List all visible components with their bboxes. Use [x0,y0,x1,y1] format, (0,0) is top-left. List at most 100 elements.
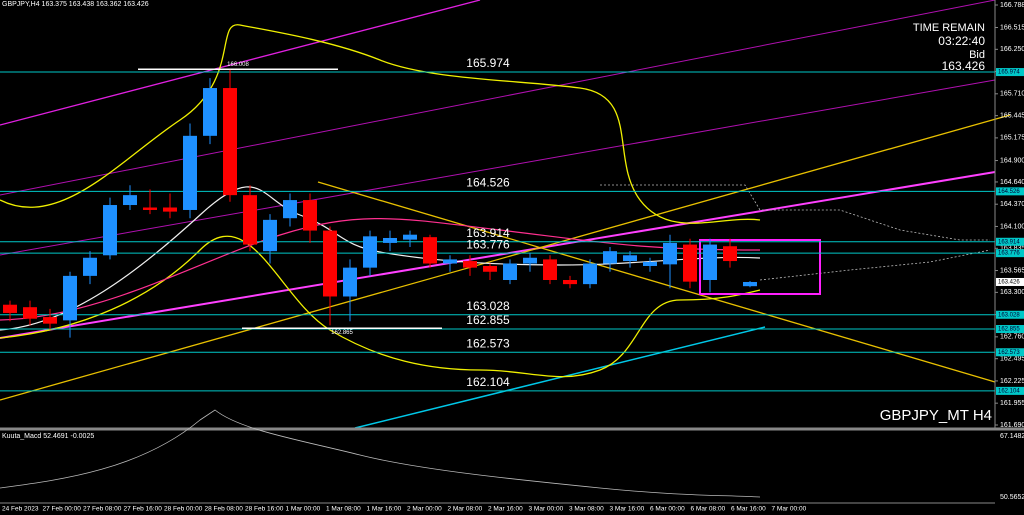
x-tick-label: 6 Mar 00:00 [650,506,685,513]
level-axis-label: 164.526 [998,189,1020,195]
ma-line [354,326,766,429]
x-tick-label: 28 Feb 08:00 [205,506,244,513]
indicator-top: 67.1482 [1000,433,1024,440]
x-tick-label: 3 Mar 00:00 [529,506,564,513]
band-lower [0,235,761,378]
x-tick-label: 1 Mar 16:00 [367,506,402,513]
y-tick-label: 163.300 [1000,289,1024,296]
x-tick-label: 3 Mar 08:00 [569,506,604,513]
level-axis-label: 165.974 [998,70,1020,76]
trend-line [317,181,996,383]
y-tick-label: 162.225 [1000,378,1024,385]
candle-body [323,230,337,297]
x-tick-label: 24 Feb 2023 [2,506,39,513]
level-axis-box [996,249,1024,258]
candle-body [223,88,237,196]
level-axis-box [996,187,1024,196]
level-axis-label: 163.914 [998,239,1020,245]
candle-body [403,234,417,240]
x-tick-label: 6 Mar 08:00 [691,506,726,513]
candle-body [443,259,457,264]
bid-label: Bid [969,49,985,61]
bid-axis-label: 163.426 [998,280,1020,286]
indicator-name: Kuuta_Macd 52.4691 -0.0025 [2,433,94,440]
level-label: 162.573 [466,336,510,350]
candle-body [143,207,157,210]
x-tick-label: 1 Mar 08:00 [326,506,361,513]
candle-body [643,261,657,266]
candle-body [423,237,437,264]
level-label: 162.104 [466,375,510,389]
bid-axis-box [996,277,1024,286]
level-axis-label: 162.104 [998,388,1020,394]
x-tick-label: 27 Feb 00:00 [43,506,82,513]
x-tick-label: 27 Feb 08:00 [83,506,122,513]
candle-body [623,255,637,262]
channel-line [0,79,996,256]
header: GBPJPY,H4 163.375 163.438 163.362 163.42… [2,1,149,8]
x-tick-label: 6 Mar 16:00 [731,506,766,513]
ma-pink [0,218,761,321]
level-label: 164.526 [466,176,510,190]
y-tick-label: 166.515 [1000,24,1024,31]
time-remain: 03:22:40 [938,34,985,48]
candle-body [263,219,277,252]
candle-body [23,307,37,319]
candle-body [363,236,377,268]
y-tick-label: 164.900 [1000,157,1024,164]
candle-body [163,207,177,212]
highlight-box [699,239,821,295]
candle-body [183,135,197,210]
x-tick-label: 2 Mar 16:00 [488,506,523,513]
candle-body [663,242,677,265]
level-axis-box [996,325,1024,334]
level-axis-box [996,386,1024,395]
x-tick-label: 28 Feb 00:00 [164,506,203,513]
level-label: 163.028 [466,299,510,313]
candle-body [723,246,737,262]
x-tick-label: 28 Feb 16:00 [245,506,284,513]
watermark: GBPJPY_MT H4 [880,407,992,424]
indicator-bottom: 50.5652 [1000,494,1024,501]
x-tick-label: 27 Feb 16:00 [124,506,163,513]
candle-body [563,280,577,285]
candle-body [103,205,117,256]
price-mark-label: 166.008 [227,62,249,68]
candle-body [343,267,357,297]
y-tick-label: 164.370 [1000,201,1024,208]
candle-body [523,257,537,264]
time-remain-label: TIME REMAIN [913,22,985,34]
y-tick-label: 163.835 [1000,245,1024,252]
y-tick-label: 165.445 [1000,112,1024,119]
x-tick-label: 3 Mar 16:00 [610,506,645,513]
candle-body [203,88,217,136]
cloud [600,184,990,241]
channel-line [0,0,996,196]
candle-body [383,237,397,243]
y-tick-label: 165.710 [1000,91,1024,98]
candle-body [703,244,717,281]
y-tick-label: 162.495 [1000,356,1024,363]
candle-body [743,281,757,287]
y-tick-label: 166.250 [1000,46,1024,53]
level-axis-box [996,68,1024,77]
indicator-line [0,409,761,498]
candle-body [43,317,57,324]
y-tick-label: 164.100 [1000,223,1024,230]
candle-body [123,195,137,206]
y-tick-label: 161.955 [1000,400,1024,407]
candle-body [283,200,297,219]
level-axis-label: 163.028 [998,312,1020,318]
candle-body [63,275,77,321]
y-tick-label: 161.690 [1000,422,1024,429]
x-tick-label: 7 Mar 00:00 [772,506,807,513]
y-tick-label: 165.175 [1000,135,1024,142]
candle-body [543,259,557,281]
x-tick-label: 2 Mar 00:00 [407,506,442,513]
candle-body [683,244,697,282]
candle-body [243,195,257,245]
price-mark-label: 162.865 [331,330,353,336]
bid: 163.426 [942,59,986,73]
